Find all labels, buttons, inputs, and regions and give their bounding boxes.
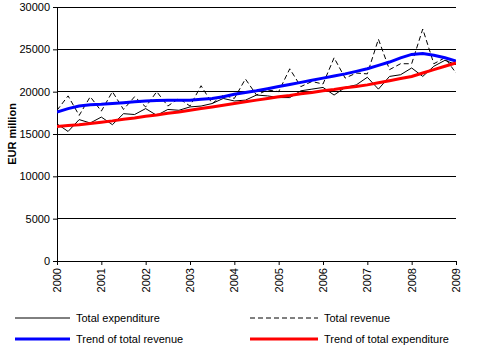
legend-swatch <box>250 338 318 341</box>
lines <box>57 29 456 131</box>
grid-line <box>57 218 456 219</box>
x-axis: 2000 2001 2002 2003 2004 2005 2006 2007 2008 2009 <box>51 261 462 292</box>
y-tick: 15000 <box>19 128 57 140</box>
y-tick-mark <box>53 219 57 220</box>
y-tick-mark <box>53 92 57 93</box>
y-tick: 20000 <box>19 86 57 98</box>
y-tick-mark <box>53 7 57 8</box>
legend-item: Trend of total revenue <box>15 333 183 345</box>
legend-label: Trend of total expenditure <box>324 333 449 345</box>
legend-item: Total revenue <box>250 312 390 324</box>
x-tick: 2004 <box>228 261 240 292</box>
x-tick: 2009 <box>450 261 462 292</box>
legend-label: Total revenue <box>324 312 390 324</box>
x-tick: 2006 <box>317 261 329 292</box>
y-tick-label: 5000 <box>26 213 50 225</box>
x-tick-label: 2004 <box>228 268 240 292</box>
x-tick: 2000 <box>51 261 63 292</box>
y-tick-label: 10000 <box>19 170 50 182</box>
x-tick: 2005 <box>273 261 285 292</box>
x-tick-mark <box>323 261 324 265</box>
y-tick: 0 <box>44 255 57 267</box>
x-tick-label: 2001 <box>95 268 107 292</box>
y-tick-mark <box>53 49 57 50</box>
chart: 0500010000150002000025000300002000200120… <box>0 0 482 353</box>
y-tick-label: 25000 <box>19 43 50 55</box>
x-tick-label: 2008 <box>406 268 418 292</box>
legend-label: Total expenditure <box>76 312 160 324</box>
x-tick-mark <box>367 261 368 265</box>
x-tick-mark <box>190 261 191 265</box>
legend-item: Trend of total expenditure <box>250 333 449 345</box>
x-axis-line <box>58 262 457 266</box>
x-tick-label: 2007 <box>361 268 373 292</box>
series-line <box>57 54 456 112</box>
legend-swatch <box>15 318 70 319</box>
y-tick: 5000 <box>26 213 57 225</box>
x-tick-label: 2000 <box>51 268 63 292</box>
y-axis-title: EUR million <box>6 103 18 165</box>
x-tick: 2003 <box>184 261 196 292</box>
x-tick-mark <box>57 261 58 265</box>
y-axis-line <box>53 8 58 262</box>
y-tick-label: 20000 <box>19 86 50 98</box>
legend-swatch <box>250 318 318 319</box>
grid-line <box>57 7 456 8</box>
x-tick-label: 2002 <box>140 268 152 292</box>
legend: Total expenditure Total revenue Trend of t… <box>15 312 449 345</box>
y-tick-label: 15000 <box>19 128 50 140</box>
y-tick-mark <box>53 261 57 262</box>
x-tick-mark <box>146 261 147 265</box>
x-tick-mark <box>456 261 457 265</box>
legend-item: Total expenditure <box>15 312 160 324</box>
grid-line <box>57 134 456 135</box>
y-tick-label: 30000 <box>19 1 50 13</box>
x-tick-label: 2009 <box>450 268 462 292</box>
x-tick: 2008 <box>406 261 418 292</box>
series-line <box>57 60 456 131</box>
grid-line <box>57 49 456 50</box>
grid <box>57 7 456 261</box>
y-tick: 30000 <box>19 1 57 13</box>
x-tick: 2007 <box>361 261 373 292</box>
legend-label: Trend of total revenue <box>76 333 183 345</box>
series-line <box>57 63 456 126</box>
y-tick-label: 0 <box>44 255 50 267</box>
x-tick: 2002 <box>140 261 152 292</box>
y-tick: 25000 <box>19 43 57 55</box>
series-line <box>57 29 456 115</box>
y-tick-mark <box>53 134 57 135</box>
y-tick: 10000 <box>19 170 57 182</box>
x-tick-mark <box>412 261 413 265</box>
grid-line <box>57 176 456 177</box>
x-tick-mark <box>234 261 235 265</box>
y-axis: 0 5000 10000 15000 20000 25000 30000 <box>19 1 57 267</box>
x-tick: 2001 <box>95 261 107 292</box>
y-tick-mark <box>53 176 57 177</box>
x-tick-label: 2005 <box>273 268 285 292</box>
x-tick-label: 2003 <box>184 268 196 292</box>
x-tick-mark <box>101 261 102 265</box>
x-tick-label: 2006 <box>317 268 329 292</box>
x-tick-mark <box>279 261 280 265</box>
legend-swatch <box>15 338 70 341</box>
